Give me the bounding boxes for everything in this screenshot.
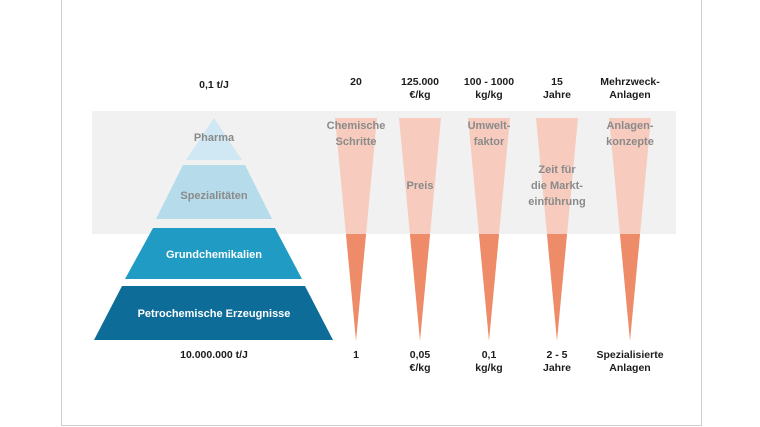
column-bottom-label: 0,05	[410, 349, 431, 361]
pyramid-tier-grundchemikalien	[125, 228, 302, 279]
column-inner-label: Preis	[407, 180, 434, 192]
pyramid-tier-spezialitaeten	[156, 165, 272, 219]
column-5: Mehrzweck-AnlagenAnlagen-konzepteSpezial…	[596, 76, 663, 374]
column-inner-label: faktor	[474, 136, 505, 148]
column-top-label: 15	[551, 76, 563, 88]
column-inner-label: Schritte	[336, 136, 377, 148]
tier-label-petrochemische: Petrochemische Erzeugnisse	[138, 308, 291, 320]
column-top-label: 100 - 1000	[464, 76, 514, 88]
column-inner-label: Anlagen-	[606, 120, 653, 132]
tier-label-pharma: Pharma	[194, 132, 235, 144]
triangle-upper	[536, 118, 578, 234]
tier-label-grundchemikalien: Grundchemikalien	[166, 249, 262, 261]
column-inner-label: Zeit für	[538, 164, 576, 176]
triangle-lower	[546, 234, 568, 341]
column-top-label: €/kg	[409, 89, 430, 101]
column-bottom-label: 0,1	[482, 349, 497, 361]
column-1: 20 Chemische Schritte 1	[327, 76, 386, 361]
triangle-upper	[609, 118, 651, 234]
comparison-columns: 20ChemischeSchritte1125.000€/kgPreis0,05…	[327, 76, 664, 374]
pyramid-bottom-label: 10.000.000 t/J	[180, 349, 248, 361]
column-top-label: 125.000	[401, 76, 439, 88]
column-bottom-label: Spezialisierte	[596, 349, 663, 361]
column-top-label: kg/kg	[475, 89, 502, 101]
triangle-lower	[619, 234, 641, 341]
column-top-label: Anlagen	[609, 89, 650, 101]
column-inner-label: Umwelt-	[468, 120, 511, 132]
column-bottom-label: €/kg	[409, 362, 430, 374]
column-top-label: 20	[350, 76, 362, 88]
column-top-label: Jahre	[543, 89, 571, 101]
triangle-lower	[478, 234, 500, 341]
column-inner-label: einführung	[528, 196, 585, 208]
tier-label-spezialitaeten: Spezialitäten	[180, 190, 248, 202]
pyramid-top-label: 0,1 t/J	[199, 79, 229, 91]
column-bottom-label: 1	[353, 349, 359, 361]
column-bottom-label: 2 - 5	[546, 349, 567, 361]
triangle-upper	[399, 118, 441, 234]
triangle-lower	[409, 234, 431, 341]
pyramid-tier-pharma	[186, 118, 242, 160]
column-bottom-label: Anlagen	[609, 362, 650, 374]
triangle-lower	[345, 234, 367, 341]
column-top-label: Mehrzweck-	[600, 76, 660, 88]
triangle-upper	[335, 118, 377, 234]
column-bottom-label: kg/kg	[475, 362, 502, 374]
column-inner-label: die Markt-	[531, 180, 583, 192]
column-inner-label: konzepte	[606, 136, 654, 148]
triangle-upper	[468, 118, 510, 234]
column-inner-label: Chemische	[327, 120, 386, 132]
column-bottom-label: Jahre	[543, 362, 571, 374]
pyramid-tier-petrochemische	[94, 286, 333, 340]
